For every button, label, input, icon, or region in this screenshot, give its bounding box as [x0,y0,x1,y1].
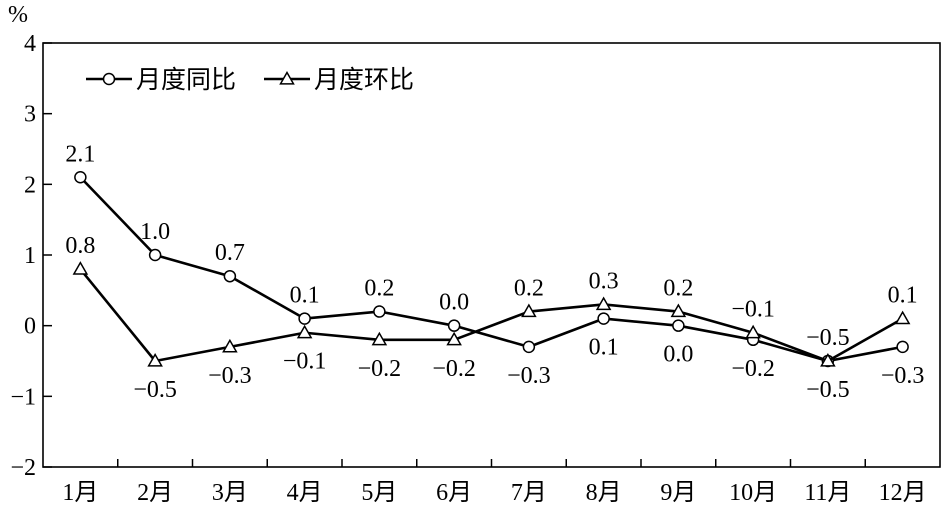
x-tick-label: 11月 [804,480,851,506]
legend-item-2: 月度环比 [264,66,414,94]
data-label: −0.3 [507,363,551,389]
data-label: −0.1 [283,349,327,375]
data-label: 0.1 [589,335,619,361]
y-tick-label: 3 [24,102,36,128]
data-label: 0.2 [364,276,394,302]
data-label: 0.0 [663,342,693,368]
circle-data-point [447,319,461,332]
data-label: −0.5 [806,377,850,403]
data-label: 0.0 [439,290,469,316]
y-tick-label: 2 [24,172,36,198]
circle-data-point [373,305,386,318]
data-label: 0.1 [888,283,918,309]
y-tick-label: −1 [10,384,36,410]
data-label: −0.2 [731,356,775,382]
x-tick-label: 12月 [879,480,927,506]
x-tick-label: 10月 [729,480,777,506]
plot-area-frame [42,42,941,468]
x-tick-label: 8月 [586,480,622,506]
data-label: −0.1 [731,297,775,323]
legend-triangle-marker [279,70,295,85]
y-tick-label: 1 [24,243,36,269]
triangle-data-point [745,324,761,339]
legend-circle-marker [102,72,116,86]
circle-data-point [298,312,311,325]
y-tick-label: 0 [24,314,36,340]
circle-data-point [223,269,237,283]
x-tick-label: 6月 [436,480,472,506]
triangle-data-point [894,310,911,325]
data-label: 0.3 [589,268,619,294]
series-line [79,176,903,363]
data-label: 0.2 [663,276,693,302]
triangle-data-point [72,261,89,275]
series-2: 0.8 −0.5 −0.3 −0.1 −0.2 −0.2 0.2 0.3 0.2 −0.1 −0.5… [65,233,917,403]
circle-data-point [896,340,909,354]
x-tick-label: 2月 [137,480,173,506]
data-label: 0.1 [290,283,320,309]
data-label: 1.0 [140,219,170,245]
data-label: −0.3 [881,363,925,389]
y-unit-label: % [8,2,28,28]
legend: 月度同比 月度环比 [86,66,414,94]
circle-data-point [522,340,536,354]
legend-label: 月度同比 [136,66,236,94]
data-label: 0.8 [65,233,95,259]
data-label: 0.7 [215,240,245,266]
triangle-data-point [670,303,687,318]
y-tick-label: −2 [10,455,36,481]
data-label: −0.3 [208,363,252,389]
circle-data-point [672,319,685,332]
series-line [79,268,904,363]
x-tick-label: 5月 [361,480,397,506]
data-label: −0.5 [806,325,850,351]
x-tick-label: 4月 [287,480,323,506]
x-tick-label: 1月 [62,480,98,506]
circle-data-point [74,171,87,184]
series-layer: 2.1 1.0 0.7 0.1 0.2 0.0 −0.3 0.1 0.0 −0.2 −0.5 −0.3… [65,141,924,403]
x-tick-label: 3月 [212,480,248,506]
x-tick-label: 9月 [660,480,696,506]
y-tick-label: 4 [24,31,36,57]
x-axis: 1月 2月 3月 4月 5月 6月 7月 8月 9月 10月 11月 12月 [62,459,927,506]
x-tick-label: 7月 [511,480,547,506]
triangle-data-point [595,296,612,311]
data-label: 0.2 [514,276,544,302]
y-axis: −2 −1 0 1 2 3 4 [10,31,52,481]
triangle-data-point [521,303,537,318]
circle-data-point [148,248,162,262]
data-label: −0.5 [133,377,177,403]
triangle-data-point [446,331,462,346]
circle-data-point [597,312,610,325]
legend-label: 月度环比 [314,66,414,94]
triangle-data-point [820,352,836,367]
data-label: 2.1 [65,141,95,167]
data-label: −0.2 [358,356,402,382]
triangle-data-point [296,324,313,339]
triangle-data-point [371,331,388,346]
series-1: 2.1 1.0 0.7 0.1 0.2 0.0 −0.3 0.1 0.0 −0.2 −0.5 −0.3 [65,141,924,403]
triangle-data-point [222,338,238,353]
data-label: −0.2 [432,356,476,382]
triangle-data-point [147,352,163,367]
legend-item-1: 月度同比 [86,66,236,94]
